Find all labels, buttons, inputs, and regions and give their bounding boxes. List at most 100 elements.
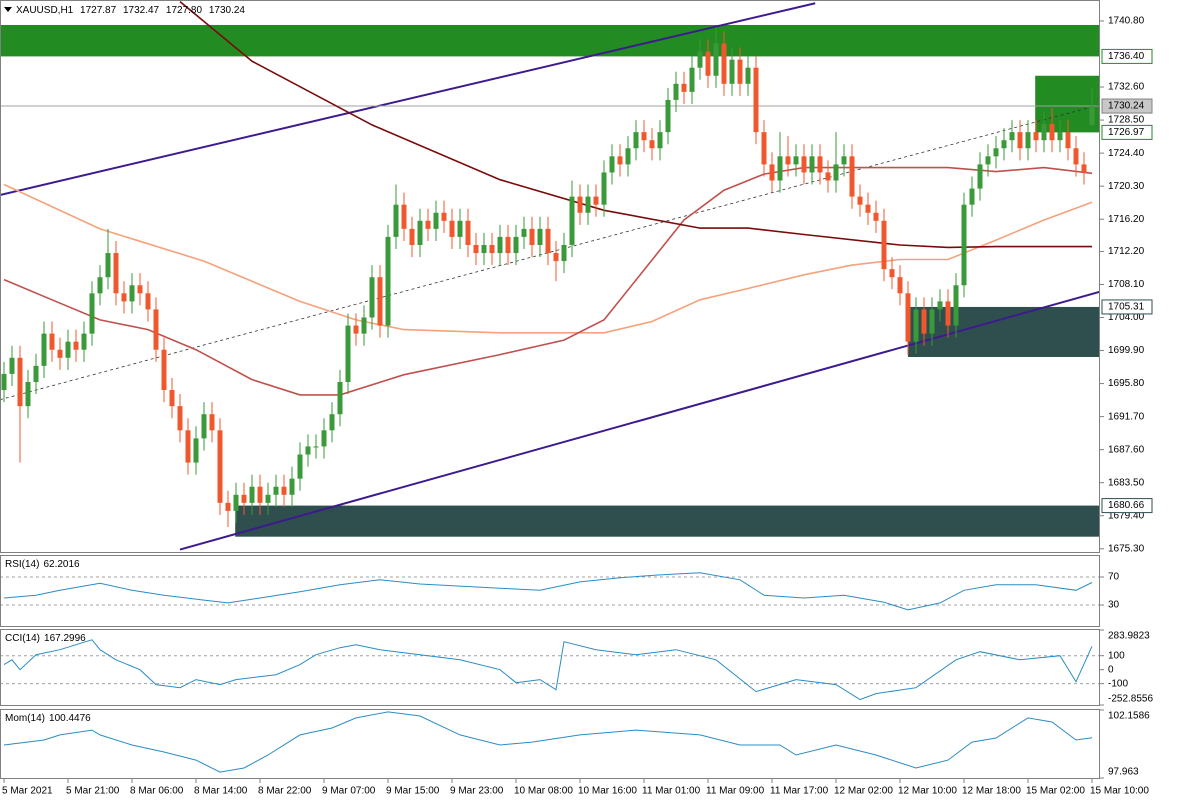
candle-body [513, 236, 519, 254]
candle-body [209, 414, 215, 431]
candle-body [465, 220, 471, 245]
candle-body [721, 43, 727, 84]
candle-body [753, 67, 759, 133]
candle-body [65, 341, 71, 358]
ohlc-low: 1727.80 [166, 5, 203, 16]
y-tick-label: 30 [1108, 600, 1120, 611]
y-tick-label: 1679.40 [1108, 510, 1145, 521]
y-tick-label: 1695.80 [1108, 378, 1145, 389]
candle-body [113, 253, 119, 294]
candle-body [313, 446, 319, 448]
candle-body [657, 132, 663, 149]
candle-body [385, 236, 391, 326]
x-tick-label: 9 Mar 15:00 [386, 786, 440, 797]
candle-body [17, 357, 23, 407]
candle-body [225, 502, 231, 511]
candle-body [713, 43, 719, 76]
candle-body [481, 244, 487, 254]
x-tick-label: 15 Mar 02:00 [1026, 786, 1085, 797]
indicator-plot [0, 639, 1100, 701]
candle-body [809, 156, 815, 173]
candle-body [785, 156, 791, 165]
y-tick-label: 1732.60 [1108, 82, 1145, 93]
chart-header: XAUUSD,H1 1727.87 1732.47 1727.80 1730.2… [16, 5, 245, 16]
collapse-icon[interactable] [4, 7, 12, 12]
candle-body [577, 196, 583, 213]
mom-frame [0, 709, 1100, 779]
candle-body [969, 188, 975, 205]
candle-body [1057, 132, 1063, 141]
candle-body [153, 309, 159, 350]
candle-body [521, 228, 527, 237]
candle-body [985, 156, 991, 165]
cci-frame [0, 629, 1100, 706]
candle-body [1073, 148, 1079, 165]
x-tick-label: 5 Mar 21:00 [66, 786, 120, 797]
candle-body [1049, 124, 1055, 141]
candle-body [129, 285, 135, 302]
candle-body [897, 277, 903, 294]
zone-price-label: 1736.40 [1108, 51, 1145, 62]
candle-body [105, 253, 111, 278]
candle-body [745, 67, 751, 84]
candle-body [409, 228, 415, 245]
y-tick-label: 1675.30 [1108, 543, 1145, 554]
rsi-frame [0, 555, 1100, 627]
x-tick-label: 8 Mar 22:00 [258, 786, 312, 797]
y-tick-label: 102.1586 [1108, 711, 1150, 722]
trendline [0, 2, 816, 196]
candle-body [1025, 132, 1031, 149]
candle-body [249, 486, 255, 503]
ohlc-close: 1730.24 [209, 5, 246, 16]
indicator-title: CCI(14) 167.2996 [5, 633, 86, 644]
trendline [179, 290, 1100, 551]
y-tick-label: 1691.70 [1108, 411, 1145, 422]
candle-body [353, 325, 359, 334]
zone-price-box [1101, 124, 1153, 140]
zone-price-label: 1680.66 [1108, 500, 1145, 511]
candle-body [497, 236, 503, 254]
candle-body [873, 212, 879, 221]
candle-body [473, 244, 479, 254]
y-tick-label: 70 [1108, 572, 1120, 583]
candle-body [89, 293, 95, 334]
candle-body [281, 486, 287, 495]
zone [235, 505, 1100, 537]
candle-body [257, 486, 263, 503]
zone-price-label: 1726.97 [1108, 127, 1145, 138]
candle-body [865, 204, 871, 213]
candle-body [1089, 106, 1095, 126]
candle-body [425, 220, 431, 229]
candle-body [953, 285, 959, 326]
candle-body [841, 156, 847, 165]
zone [0, 24, 1100, 57]
candle-body [393, 204, 399, 237]
candle-body [697, 51, 703, 68]
indicator-line [3, 639, 1093, 701]
candle-body [449, 220, 455, 237]
symbol: XAUUSD,H1 [16, 5, 74, 16]
moving-average [179, 0, 1092, 249]
candle-body [625, 148, 631, 165]
candle-body [345, 325, 351, 382]
x-tick-label: 11 Mar 09:00 [706, 786, 765, 797]
candle-body [505, 236, 511, 254]
main-plot [0, 0, 1100, 551]
x-tick-label: 8 Mar 14:00 [194, 786, 248, 797]
candle-body [297, 454, 303, 479]
candle-body [217, 430, 223, 503]
candle-body [921, 309, 927, 334]
candle-body [201, 414, 207, 439]
indicator-value: 100.4476 [49, 713, 91, 724]
y-tick-label: 1708.10 [1108, 279, 1145, 290]
candle-body [265, 494, 271, 503]
candle-body [833, 164, 839, 181]
plot-layers: 1740.80 1732.60 1728.50 1724.40 1720.30 1716.… [0, 0, 1153, 797]
ohlc-high: 1732.47 [123, 5, 160, 16]
zone-price-box [1101, 299, 1153, 315]
current-price-label: 1730.24 [1108, 101, 1145, 112]
zone-price-box [1101, 48, 1153, 64]
x-tick-label: 8 Mar 06:00 [130, 786, 184, 797]
x-tick-label: 9 Mar 23:00 [450, 786, 504, 797]
candle-body [73, 341, 79, 350]
